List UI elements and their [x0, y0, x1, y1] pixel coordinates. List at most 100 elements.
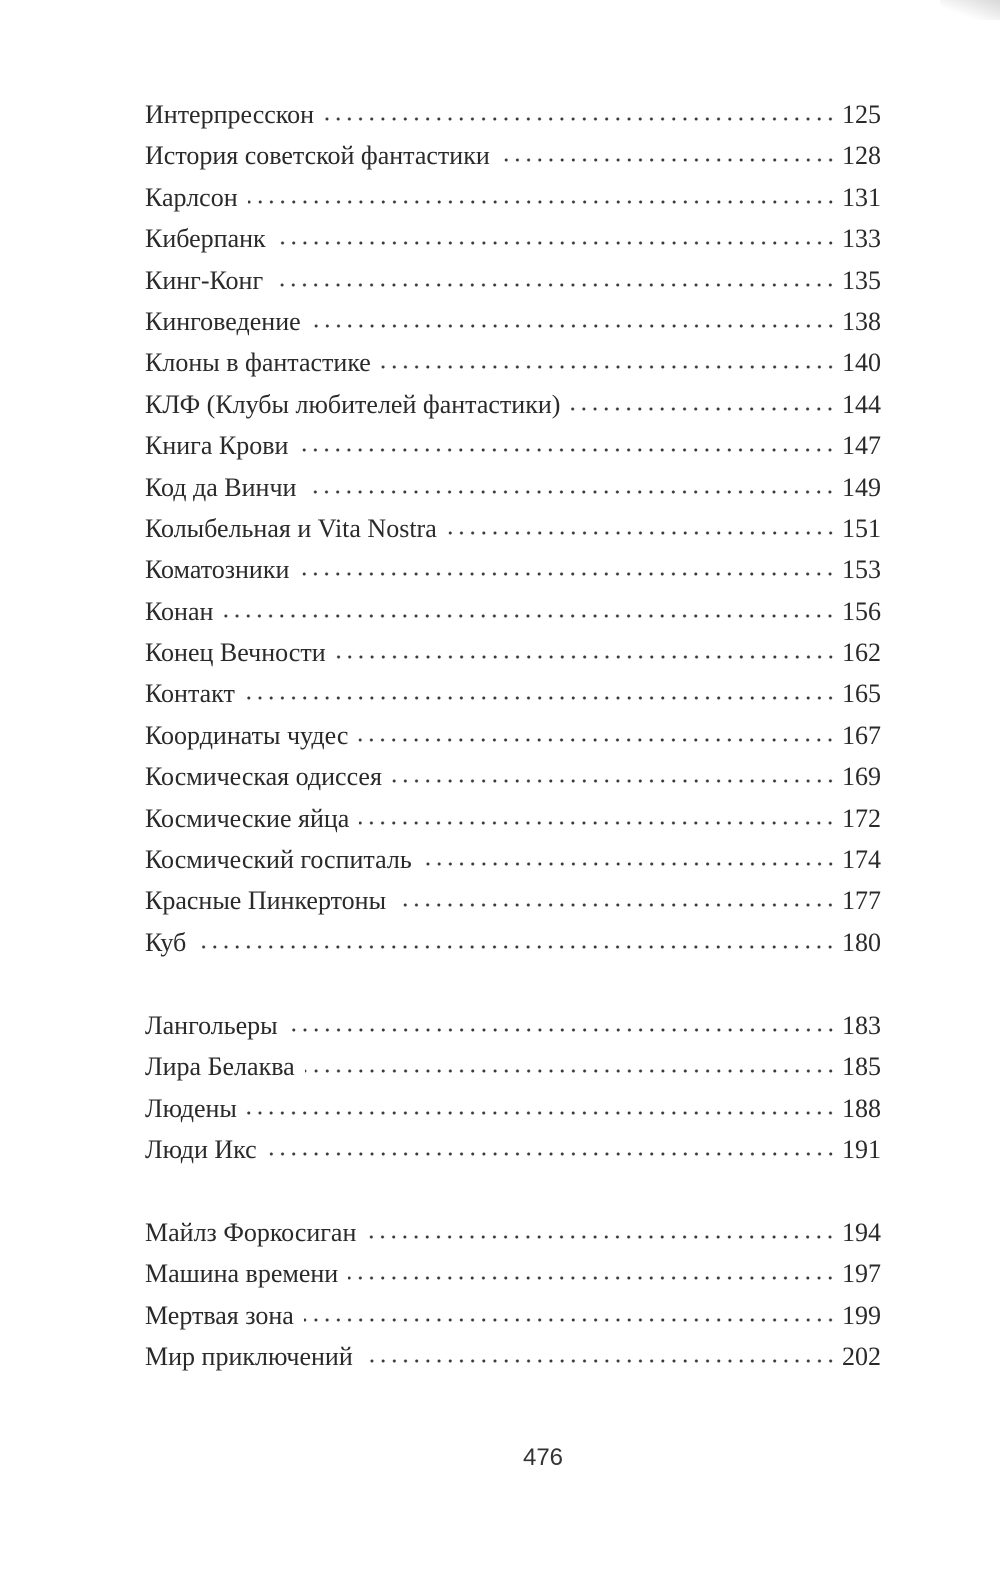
dot-leader: [499, 156, 836, 165]
dot-leader: [247, 197, 836, 206]
toc-entry-page: 197: [842, 1259, 881, 1289]
toc-entry-page: 128: [842, 141, 881, 171]
toc-entry-page: 167: [842, 720, 881, 750]
dot-leader: [335, 653, 836, 662]
dot-leader: [306, 487, 836, 496]
toc-entry-page: 131: [842, 182, 881, 212]
toc-entry-title: Куб: [145, 927, 187, 957]
toc-entry: Кинг-Конг 135: [145, 260, 881, 301]
dot-leader: [324, 115, 836, 123]
toc-entry: Космические яйца 172: [145, 798, 881, 839]
toc-entry-page: 125: [842, 100, 881, 129]
toc-entry-title: Конец Вечности: [145, 638, 326, 668]
toc-entry-page: 153: [842, 555, 881, 585]
dot-leader: [266, 1150, 836, 1159]
dot-leader: [304, 1067, 836, 1076]
toc-entry-title: Лира Белаква: [145, 1052, 295, 1082]
toc-entry-title: Кинговедение: [145, 306, 301, 336]
toc-entry-title: Лангольеры: [145, 1011, 278, 1040]
toc-entry-title: Киберпанк: [145, 224, 266, 254]
dot-leader: [298, 446, 836, 455]
dot-leader: [359, 818, 836, 827]
toc-entry-title: Людены: [145, 1093, 237, 1123]
toc-entry-title: Космические яйца: [145, 803, 350, 833]
toc-entry-title: Коматозники: [145, 555, 290, 585]
toc-entry-page: 185: [842, 1052, 881, 1082]
toc-entry-title: Космическая одиссея: [145, 762, 382, 792]
toc-entry-title: Координаты чудес: [145, 720, 349, 750]
toc-entry-page: 194: [842, 1218, 881, 1247]
page-edge-shadow: [940, 0, 1000, 20]
toc-entry: Лангольеры 183: [145, 1005, 881, 1046]
page-number: 476: [522, 1444, 564, 1471]
toc-group-k: Интерпресскон 125 История советской фантас…: [145, 94, 881, 963]
toc-entry-page: 180: [842, 927, 881, 957]
toc-group-l: Лангольеры 183 Лира Белаква 185 Людены 188 Люд…: [145, 1005, 881, 1171]
toc-entry: Книга Крови 147: [145, 425, 881, 466]
toc-entry: Людены 188: [145, 1088, 881, 1129]
toc-entry-page: 162: [842, 638, 881, 668]
toc-entry-page: 147: [842, 431, 881, 461]
toc-entry-title: Красные Пинкертоны: [145, 886, 387, 916]
toc-entry-page: 202: [842, 1342, 881, 1372]
toc-entry-title: Книга Крови: [145, 431, 289, 461]
toc-entry-title: Клоны в фантастике: [145, 348, 371, 378]
toc-entry: Интерпресскон 125: [145, 94, 881, 135]
dot-leader: [310, 321, 836, 330]
dot-leader: [358, 735, 836, 744]
dot-leader: [196, 942, 836, 951]
toc-entry: Коматозники 153: [145, 549, 881, 590]
toc-entry: Космическая одиссея 169: [145, 756, 881, 797]
dot-leader: [246, 1108, 836, 1117]
toc-entry-title: Конан: [145, 596, 214, 626]
toc-entry-title: Кинг-Конг: [145, 265, 264, 295]
toc-entry: Мертвая зона 199: [145, 1295, 881, 1336]
toc-entry-page: 135: [842, 265, 881, 295]
toc-entry-title: Колыбельная и Vita Nostra: [145, 513, 437, 543]
toc-entry: Космический госпиталь 174: [145, 839, 881, 880]
toc-entry: Клоны в фантастике 140: [145, 342, 881, 383]
toc-entry: Майлз Форкосиган 194: [145, 1212, 881, 1253]
dot-leader: [396, 901, 836, 910]
toc-entry: Машина времени 197: [145, 1253, 881, 1294]
toc-entry: Куб 180: [145, 922, 881, 963]
toc-entry: Киберпанк 133: [145, 218, 881, 259]
toc-entry: Лира Белаква 185: [145, 1046, 881, 1087]
dot-leader: [366, 1233, 836, 1241]
toc-entry-page: 177: [842, 886, 881, 916]
toc-entry: Контакт 165: [145, 673, 881, 714]
toc-entry-page: 191: [842, 1135, 881, 1165]
toc-entry: Код да Винчи 149: [145, 467, 881, 508]
toc-entry-title: Майлз Форкосиган: [145, 1218, 357, 1247]
toc-entry: Люди Икс 191: [145, 1129, 881, 1170]
toc-entry-page: 140: [842, 348, 881, 378]
toc-entry-page: 174: [842, 845, 881, 875]
dot-leader: [348, 1274, 836, 1283]
toc-entry-title: Люди Икс: [145, 1135, 257, 1165]
toc-entry-page: 169: [842, 762, 881, 792]
dot-leader: [223, 611, 836, 620]
toc-entry: КЛФ (Клубы любителей фантастики) 144: [145, 384, 881, 425]
dot-leader: [299, 570, 836, 579]
dot-leader: [273, 280, 836, 289]
toc-entry-page: 151: [842, 513, 881, 543]
toc-entry: Координаты чудес 167: [145, 715, 881, 756]
toc-entry-title: Карлсон: [145, 182, 238, 212]
dot-leader: [570, 404, 836, 413]
toc-entry-title: Мир приключений: [145, 1342, 353, 1372]
dot-leader: [446, 528, 836, 537]
toc-entry: Красные Пинкертоны 177: [145, 880, 881, 921]
toc-group-m: Майлз Форкосиган 194 Машина времени 197 Мерт…: [145, 1212, 881, 1378]
toc-entry-page: 144: [842, 389, 881, 419]
toc-entry: Конан 156: [145, 591, 881, 632]
toc-entry-title: Код да Винчи: [145, 472, 297, 502]
toc-entry-title: Интерпресскон: [145, 100, 314, 129]
toc-entry-page: 149: [842, 472, 881, 502]
dot-leader: [244, 694, 836, 703]
toc-entry-page: 172: [842, 803, 881, 833]
toc-entry: Колыбельная и Vita Nostra 151: [145, 508, 881, 549]
toc-entry: Конец Вечности 162: [145, 632, 881, 673]
toc-entry-title: История советской фантастики: [145, 141, 490, 171]
toc-entry: Карлсон 131: [145, 177, 881, 218]
toc-entry-page: 165: [842, 679, 881, 709]
